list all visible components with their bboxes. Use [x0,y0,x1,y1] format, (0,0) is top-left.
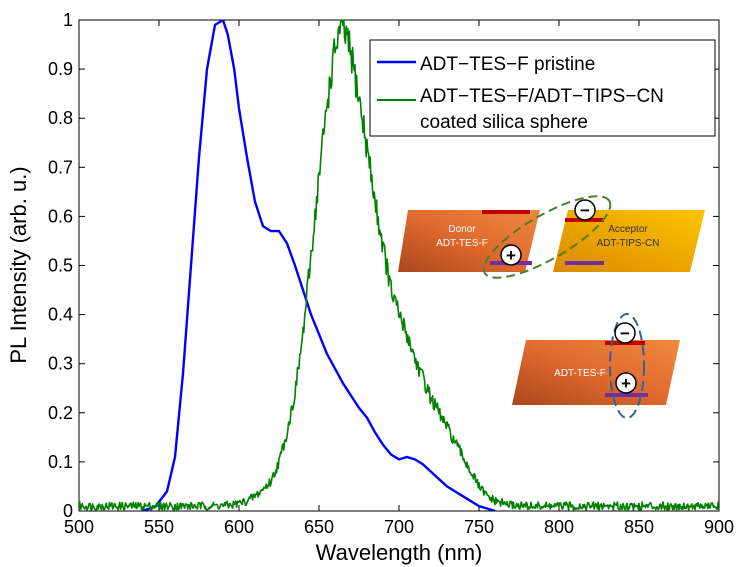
donor-subtitle: ADT-TES-F [436,238,488,249]
y-axis-label: PL Intensity (arb. u.) [6,166,31,363]
x-tick-label: 650 [304,517,334,537]
y-tick-label: 0.6 [48,206,73,226]
pristine-block-label: ADT-TES-F [554,368,606,379]
legend-box [369,39,716,137]
exciton-ellipse-green [482,195,612,279]
y-tick-label: 0 [63,501,73,521]
hole-symbol-pristine: + [621,374,631,393]
x-tick-label: 800 [544,517,574,537]
hole-symbol-donor: + [506,246,516,265]
electron-circle-pristine [614,322,636,344]
y-tick-label: 0.4 [48,305,73,325]
x-tick-label: 850 [624,517,654,537]
y-tick-label: 0.5 [48,256,73,276]
legend-label-coated-sphere-line2: coated silica sphere [420,112,588,133]
axis-ticks: 500 550 600 650 700 750 800 850 900 0 0.1 0.2 0.3 0.4… [48,10,734,537]
pristine-block [512,340,680,405]
hole-circle-pristine [615,372,637,394]
y-tick-label: 1 [63,10,73,30]
acceptor-title: Acceptor [608,224,648,235]
x-tick-label: 700 [384,517,414,537]
y-tick-label: 0.8 [48,108,73,128]
acceptor-subtitle: ADT-TIPS-CN [597,238,660,249]
x-axis-label: Wavelength (nm) [316,540,483,565]
inset-pristine-exciton-diagram: ADT-TES-F − + [512,313,680,419]
y-tick-label: 0.3 [48,354,73,374]
legend: ADT−TES−F pristine ADT−TES−F/ADT−TIPS−CN… [369,39,716,137]
y-tick-label: 0.2 [48,403,73,423]
donor-title: Donor [448,224,476,235]
electron-symbol-acceptor: − [580,201,590,220]
x-tick-label: 550 [144,517,174,537]
y-tick-label: 0.7 [48,157,73,177]
acceptor-block [553,210,705,272]
hole-circle-donor [500,244,522,266]
electron-symbol-pristine: − [620,324,630,343]
electron-circle-acceptor [574,199,596,221]
legend-label-coated-sphere-line1: ADT−TES−F/ADT−TIPS−CN [420,86,664,107]
legend-label-pristine: ADT−TES−F pristine [420,54,595,75]
x-tick-label: 900 [704,517,734,537]
x-tick-label: 500 [64,517,94,537]
y-tick-label: 0.9 [48,59,73,79]
exciton-ellipse-blue [609,313,645,419]
series-line-pristine [142,20,496,511]
x-tick-label: 600 [224,517,254,537]
x-tick-label: 750 [464,517,494,537]
y-tick-label: 0.1 [48,452,73,472]
series-line-coated-sphere [79,20,719,511]
inset-charge-transfer-diagram: Donor ADT-TES-F Acceptor ADT-TIPS-CN − + [398,195,705,279]
